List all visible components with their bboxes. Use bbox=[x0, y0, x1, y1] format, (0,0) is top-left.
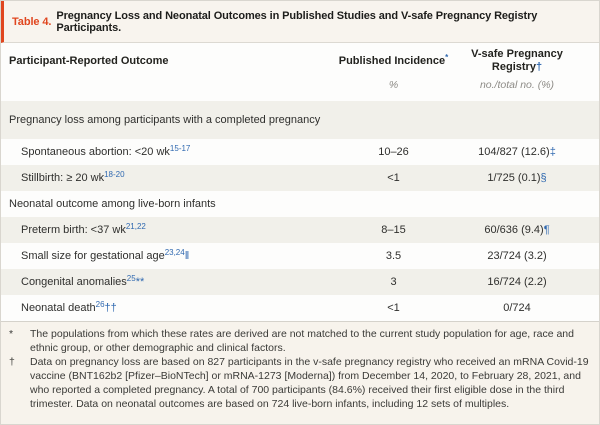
vsafe-value: 0/724 bbox=[451, 302, 599, 314]
outcome-label: Stillbirth: ≥ 20 wk18-20 bbox=[1, 170, 336, 184]
footnote-text: Data on pregnancy loss are based on 827 … bbox=[30, 356, 589, 410]
footnote-marker-double-dagger: ‡ bbox=[549, 146, 556, 158]
published-incidence-label: Published Incidence bbox=[338, 55, 446, 67]
vsafe-number: 23/724 (3.2) bbox=[487, 250, 547, 262]
outcome-label: Congenital anomalies25** bbox=[1, 274, 336, 288]
table-row-congenital-anomalies: Congenital anomalies25** 3 16/724 (2.2) bbox=[1, 269, 599, 295]
citation-link[interactable]: 21,22 bbox=[125, 222, 146, 231]
section-row-pregnancy-loss: Pregnancy loss among participants with a… bbox=[1, 101, 599, 139]
vsafe-value: 60/636 (9.4)¶ bbox=[451, 224, 599, 236]
outcome-label: Neonatal death26†† bbox=[1, 300, 336, 314]
column-header-row: Participant-Reported Outcome Published I… bbox=[1, 43, 599, 79]
units-row: % no./total no. (%) bbox=[1, 79, 599, 101]
outcome-label: Spontaneous abortion: <20 wk15-17 bbox=[1, 144, 336, 158]
column-header-published: Published Incidence* bbox=[336, 53, 451, 67]
vsafe-number: 104/827 (12.6) bbox=[478, 146, 550, 158]
vsafe-number: 1/725 (0.1) bbox=[487, 172, 541, 184]
published-value: 8–15 bbox=[381, 224, 406, 236]
citation-link[interactable]: 23,24 bbox=[164, 248, 185, 257]
footnote-marker: * bbox=[9, 328, 14, 340]
outcome-text: Congenital anomalies bbox=[21, 276, 127, 288]
footnote-marker-double-bar: ‖ bbox=[184, 250, 190, 262]
footnote-marker-star: * bbox=[445, 53, 449, 62]
table-title-band: Table 4. Pregnancy Loss and Neonatal Out… bbox=[1, 1, 599, 43]
citation-link[interactable]: 26 bbox=[95, 300, 105, 309]
table-title: Pregnancy Loss and Neonatal Outcomes in … bbox=[56, 9, 538, 34]
vsafe-value: 23/724 (3.2) bbox=[451, 250, 599, 262]
table-row-preterm-birth: Preterm birth: <37 wk21,22 8–15 60/636 (… bbox=[1, 217, 599, 243]
footnote-marker-double-dagger2: †† bbox=[104, 302, 117, 314]
published-value: 3 bbox=[390, 276, 397, 288]
section-label: Pregnancy loss among participants with a… bbox=[9, 113, 321, 126]
published-value: 3.5 bbox=[385, 250, 402, 262]
footnote-text: The populations from which these rates a… bbox=[30, 328, 574, 354]
footnotes-section: * The populations from which these rates… bbox=[1, 321, 599, 424]
published-value: 10–26 bbox=[378, 146, 409, 158]
vsafe-number: 60/636 (9.4) bbox=[484, 224, 544, 236]
published-value: <1 bbox=[387, 302, 400, 314]
footnote-marker-pilcrow: ¶ bbox=[543, 224, 550, 236]
section-label: Neonatal outcome among live-born infants bbox=[9, 197, 216, 210]
vsafe-value: 1/725 (0.1)§ bbox=[451, 172, 599, 184]
outcome-text: Preterm birth: <37 wk bbox=[21, 224, 126, 236]
outcome-text: Neonatal death bbox=[21, 302, 96, 314]
column-header-vsafe: V-safe Pregnancy Registry† bbox=[451, 48, 599, 74]
section-row-neonatal-outcome: Neonatal outcome among live-born infants bbox=[1, 191, 599, 217]
outcome-text: Stillbirth: ≥ 20 wk bbox=[21, 172, 105, 184]
footnote-marker-section-sign: § bbox=[540, 172, 547, 184]
vsafe-units: no./total no. (%) bbox=[479, 79, 555, 91]
table-row-stillbirth: Stillbirth: ≥ 20 wk18-20 <1 1/725 (0.1)§ bbox=[1, 165, 599, 191]
vsafe-number: 16/724 (2.2) bbox=[487, 276, 547, 288]
footnote-dagger: † Data on pregnancy loss are based on 82… bbox=[9, 355, 591, 411]
published-value: <1 bbox=[387, 172, 400, 184]
citation-link[interactable]: 25 bbox=[126, 274, 136, 283]
outcome-text: Small size for gestational age bbox=[21, 250, 165, 262]
footnote-star: * The populations from which these rates… bbox=[9, 327, 591, 355]
table-number-label: Table 4. bbox=[12, 15, 52, 28]
table-row-small-size: Small size for gestational age23,24‖ 3.5… bbox=[1, 243, 599, 269]
vsafe-value: 104/827 (12.6)‡ bbox=[451, 146, 599, 158]
citation-link[interactable]: 18-20 bbox=[104, 170, 125, 179]
vsafe-registry-label: V-safe Pregnancy Registry bbox=[471, 48, 563, 73]
footnote-marker-dagger: † bbox=[535, 61, 543, 73]
outcome-label: Small size for gestational age23,24‖ bbox=[1, 248, 336, 262]
outcome-text: Spontaneous abortion: <20 wk bbox=[21, 146, 170, 158]
published-units: % bbox=[388, 79, 399, 91]
footnote-marker-double-star: ** bbox=[135, 276, 145, 288]
citation-link[interactable]: 15-17 bbox=[169, 144, 191, 153]
footnote-marker: † bbox=[9, 356, 15, 368]
vsafe-value: 16/724 (2.2) bbox=[451, 276, 599, 288]
vsafe-number: 0/724 bbox=[503, 302, 531, 314]
outcome-label: Preterm birth: <37 wk21,22 bbox=[1, 222, 336, 236]
column-header-outcome: Participant-Reported Outcome bbox=[9, 55, 169, 67]
table-row-spontaneous-abortion: Spontaneous abortion: <20 wk15-17 10–26 … bbox=[1, 139, 599, 165]
table-row-neonatal-death: Neonatal death26†† <1 0/724 bbox=[1, 295, 599, 321]
